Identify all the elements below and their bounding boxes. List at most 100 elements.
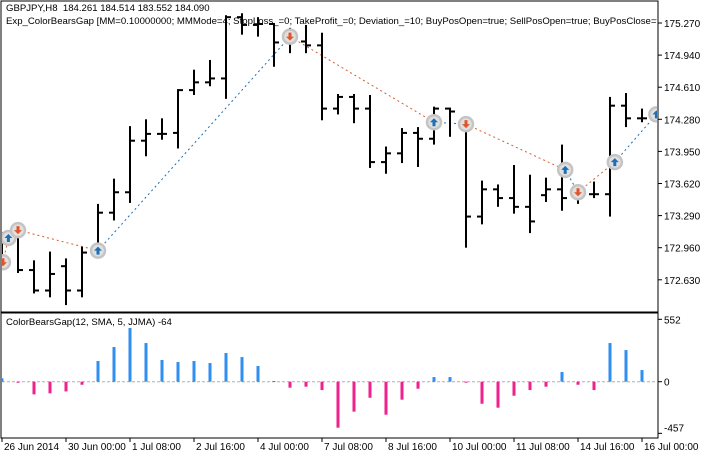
sell-arrow-icon[interactable] [9,221,27,239]
sell-arrow-icon[interactable] [569,183,587,201]
price-bar [397,128,407,164]
price-bar [253,17,263,37]
price-bar [205,59,215,87]
histogram-bar [176,362,180,382]
price-bar [173,89,183,149]
histogram-bar [512,381,516,396]
y-tick-label: 174.280 [664,115,701,126]
price-plot [0,13,663,306]
histogram-bar [80,381,84,385]
y-tick-label: 173.950 [664,147,701,158]
x-tick-label: 10 Jul 00:00 [452,442,507,453]
histogram-bar [288,381,292,388]
trade-line [465,123,566,171]
histogram-bar [448,377,452,382]
buy-arrow-icon[interactable] [556,161,574,179]
y-tick-label: 174.610 [664,83,701,94]
histogram-bar [96,361,100,382]
price-bar [621,93,631,128]
histogram-bar [2,378,4,382]
x-tick-label: 30 Jun 00:00 [68,442,126,453]
axes: 175.270 174.940 174.610 174.280 173.950 173.6… [1,19,701,453]
price-bar [125,126,135,203]
price-bar [301,24,311,54]
x-tick-label: 16 Jul 00:00 [644,442,699,453]
histogram-bar [48,381,52,394]
buy-arrow-icon[interactable] [425,113,443,131]
histogram-bar [464,381,468,383]
buy-arrow-icon[interactable] [648,106,663,123]
price-bar [365,94,375,168]
histogram-bar [128,328,132,382]
sell-arrow-icon[interactable] [281,28,299,45]
histogram-bar [608,343,612,382]
histogram-bar [432,377,436,382]
x-tick-label: 26 Jun 2014 [4,442,59,453]
price-bar [45,251,55,298]
histogram-bar [64,381,68,392]
price-bar [589,181,599,199]
x-tick-label: 7 Jul 08:00 [324,442,373,453]
buy-arrow-icon[interactable] [606,153,624,171]
histogram-bar [576,381,580,385]
x-tick-label: 14 Jul 16:00 [580,442,635,453]
histogram-bar [240,357,244,382]
histogram-bar [208,363,212,382]
histogram-bar [544,381,548,387]
trade-line [17,229,99,252]
histogram-bar [496,381,500,408]
price-bar [109,178,119,221]
histogram-bar [640,370,644,382]
price-bar [477,180,487,225]
sell-arrow-icon[interactable] [457,115,475,133]
histogram-bar [560,371,564,382]
price-bar [541,177,551,202]
x-tick-label: 1 Jul 08:00 [132,442,181,453]
price-chart-panel[interactable] [0,0,659,313]
histogram-bar [336,381,340,428]
price-bar [493,184,503,207]
histogram-bar [528,381,532,391]
x-tick-label: 8 Jul 16:00 [388,442,437,453]
price-bar [221,15,231,99]
price-bar [189,69,199,95]
x-tick-label: 11 Jul 08:00 [516,442,570,453]
histogram-bar [16,381,20,383]
histogram-bar [272,381,276,383]
price-bar [29,260,39,294]
y-tick-label: 172.960 [664,244,701,255]
histogram-bar [480,381,484,404]
price-bar [317,32,327,121]
histogram-bar [160,360,164,382]
histogram-bar [112,347,116,382]
histogram-bar [400,381,404,400]
price-bar [349,94,359,124]
sell-arrow-icon[interactable] [0,254,12,271]
price-bar [445,107,455,137]
y-tick-label: 173.620 [664,179,701,190]
y-tick-label: 175.270 [664,19,701,30]
histogram-bar [352,381,356,412]
trade-line [614,114,657,163]
indicator-y-tick-label: -457 [664,423,684,434]
y-tick-label: 174.940 [664,51,701,62]
indicator-y-tick-label: 0 [664,378,670,389]
histogram-bar [416,381,420,389]
x-tick-label: 4 Jul 00:00 [260,442,309,453]
price-bar [61,258,71,306]
symbol-header: GBPJPY,H8 184.261 184.514 183.552 184.09… [6,3,210,14]
x-tick-label: 2 Jul 16:00 [196,442,245,453]
price-bar [413,127,423,167]
price-bar [509,165,519,214]
buy-arrow-icon[interactable] [89,242,107,259]
histogram-bar [192,361,196,382]
price-bar [77,246,87,298]
indicator-panel[interactable] [0,312,659,439]
price-bar [141,119,151,157]
histogram-bar [592,381,596,391]
indicator-y-tick-label: 552 [664,315,681,326]
price-bar [237,13,247,35]
indicator-label: ColorBearsGap(12, SMA, 5, JJMA) -64 [6,317,172,328]
y-tick-label: 172.630 [664,276,701,287]
